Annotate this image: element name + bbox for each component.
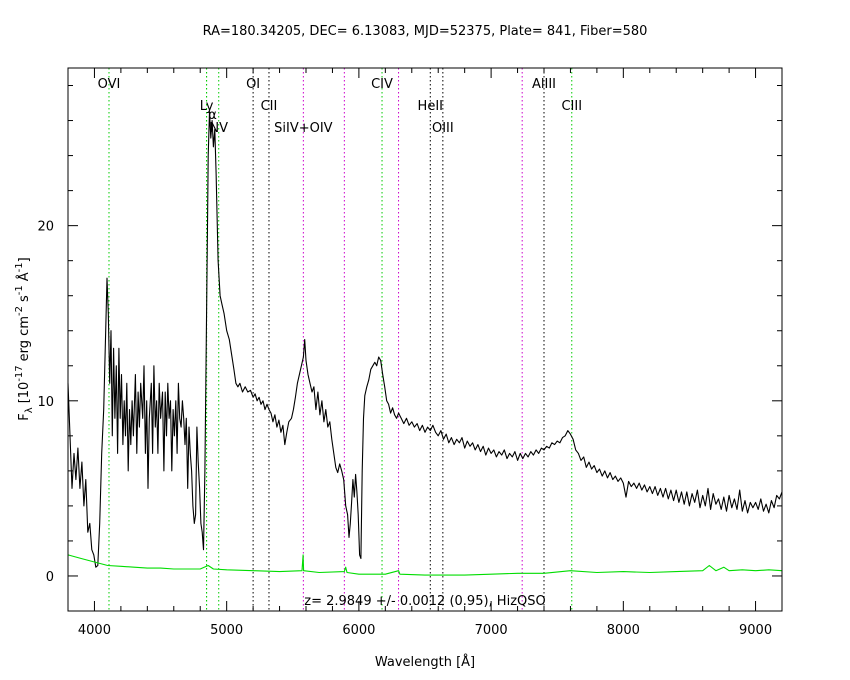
ylabel-mid2: s <box>17 295 32 302</box>
series-line-1 <box>67 554 783 576</box>
ylabel-exp1: -17 <box>14 365 25 381</box>
line-label-0: OVI <box>98 77 121 92</box>
y-tick-label-20: 20 <box>37 220 54 235</box>
y-axis-label: Fλ[10-17erg cm-2s-1Å-1] <box>14 257 35 420</box>
chart-title: RA=180.34205, DEC= 6.13083, MJD=52375, P… <box>203 24 648 39</box>
line-label-5: CII <box>261 99 278 114</box>
line-label-4: OI <box>246 77 260 92</box>
x-tick-label-8000: 8000 <box>607 623 640 638</box>
y-axis-ticks: 0 10 20 <box>37 85 782 612</box>
x-tick-label-7000: 7000 <box>475 623 508 638</box>
redshift-annotation: z= 2.9849 +/- 0.0012 (0.95), HizQSO <box>304 594 545 609</box>
ylabel-post: ] <box>17 257 32 262</box>
line-label-13: AlIII <box>532 77 556 92</box>
emission-line-markers: OVILyαNVOICIISiIV+OIVCIVHeIIOIIIAlIIICII… <box>98 68 582 611</box>
line-label-14: CIII <box>561 99 582 114</box>
ylabel-exp2: -2 <box>14 306 25 316</box>
line-label-2: α <box>208 108 217 123</box>
x-tick-label-4000: 4000 <box>78 623 111 638</box>
ylabel-main: F <box>17 413 32 420</box>
y-tick-label-10: 10 <box>37 395 54 410</box>
ylabel-exp4: -1 <box>14 262 25 272</box>
y-tick-label-0: 0 <box>46 570 54 585</box>
x-tick-label-5000: 5000 <box>210 623 243 638</box>
line-label-1: Ly <box>200 99 214 114</box>
series-layer <box>67 111 783 576</box>
ylabel-mid1: erg cm <box>17 316 32 361</box>
x-axis-ticks: 4000 5000 6000 7000 8000 9000 <box>67 68 783 638</box>
ylabel-mid3: Å <box>16 272 32 281</box>
x-tick-label-9000: 9000 <box>739 623 772 638</box>
series-line-0 <box>67 111 783 568</box>
ylabel-exp3: -1 <box>14 285 25 295</box>
line-label-10: HeII <box>418 99 443 114</box>
x-tick-label-6000: 6000 <box>342 623 375 638</box>
line-label-11: OIII <box>432 121 454 136</box>
line-label-8: CIV <box>371 77 393 92</box>
ylabel-pre: [10 <box>17 382 32 404</box>
x-axis-label: Wavelength [Å] <box>375 654 475 670</box>
plot-frame <box>67 67 783 612</box>
ylabel-sub: λ <box>24 407 35 413</box>
line-label-6: SiIV+OIV <box>274 121 333 136</box>
